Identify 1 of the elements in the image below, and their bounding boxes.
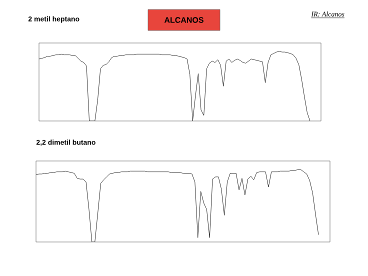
text: ALCANOS bbox=[164, 17, 204, 23]
